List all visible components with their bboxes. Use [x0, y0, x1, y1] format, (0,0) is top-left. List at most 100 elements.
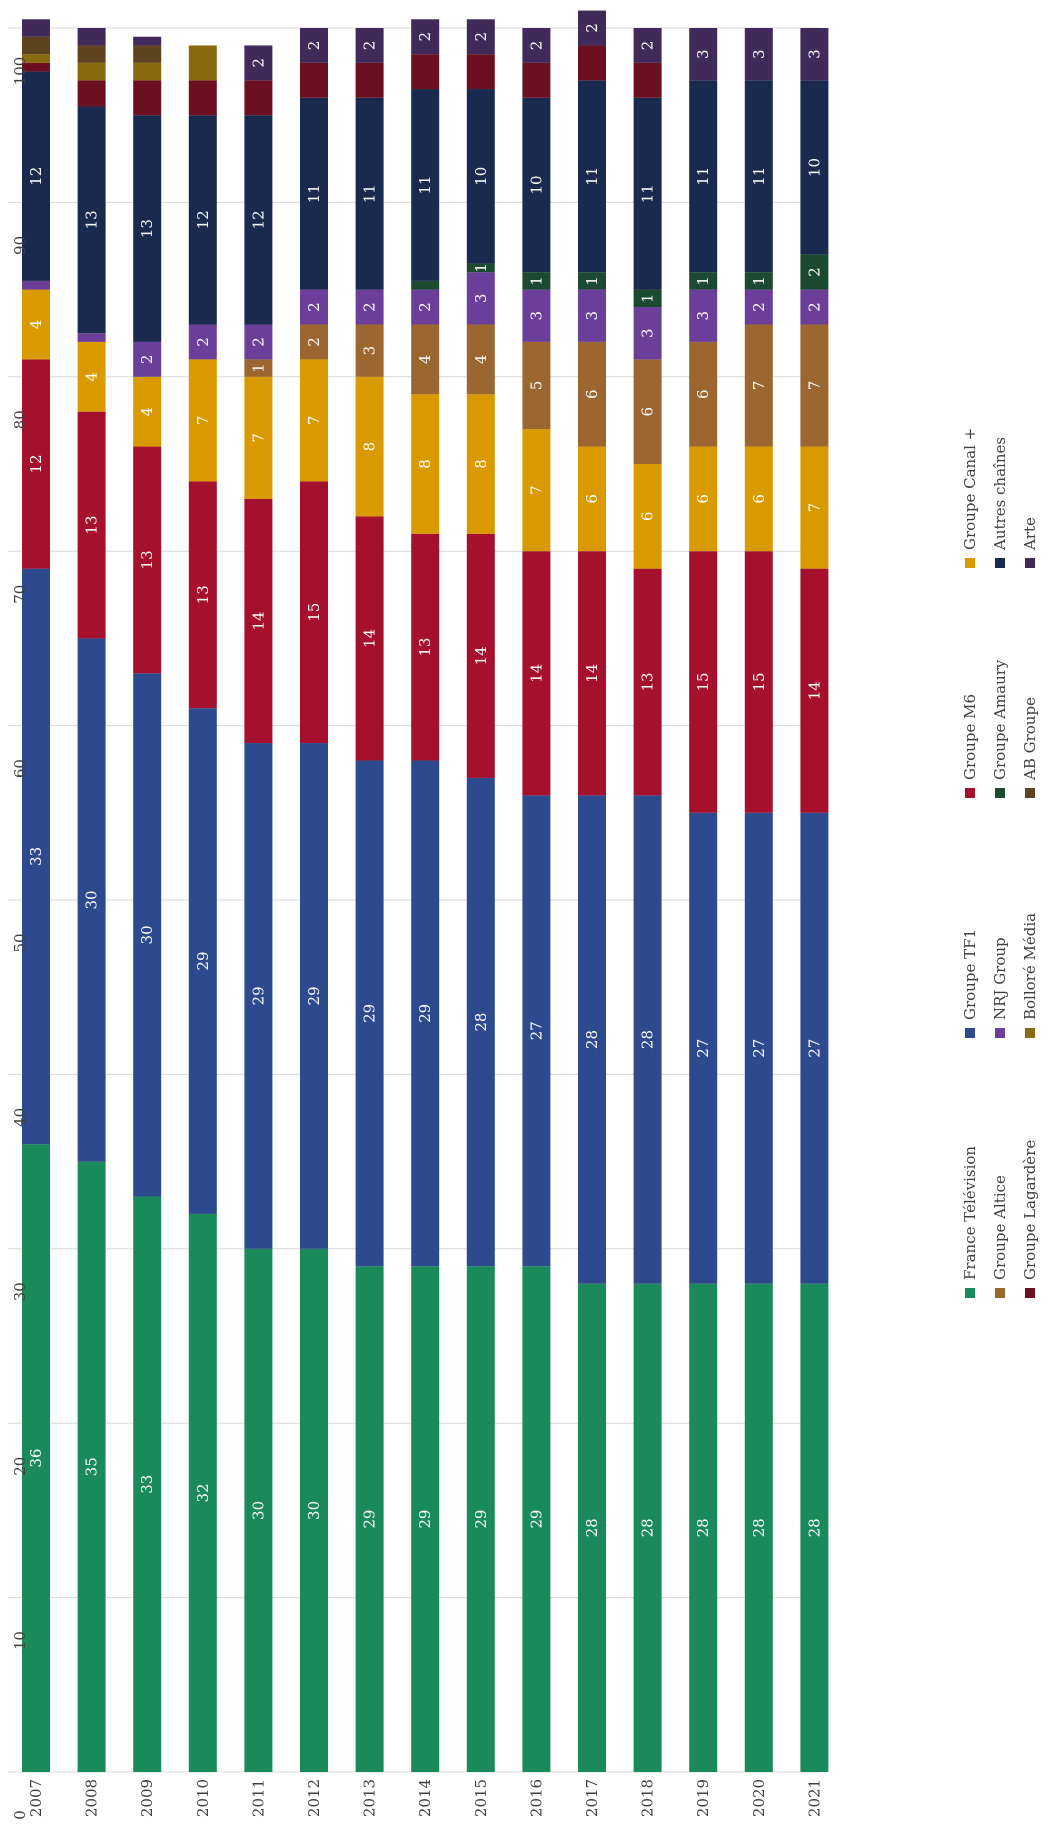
data-label: 11 [416, 175, 434, 194]
bar-segment [77, 62, 106, 81]
bar-segment [800, 28, 829, 81]
bar-segment [522, 289, 551, 342]
bar-segment [22, 280, 50, 290]
bar-segment [355, 28, 384, 63]
data-label: 27 [527, 1021, 545, 1040]
bar-segment [522, 62, 551, 98]
value-tick-label: 10 [11, 1631, 29, 1650]
value-tick-label: 70 [11, 585, 29, 604]
data-label: 15 [305, 603, 323, 622]
bar-segment [22, 568, 50, 1145]
bar-segment [578, 45, 606, 81]
data-label: 13 [416, 638, 434, 657]
data-label: 2 [138, 355, 156, 365]
bar-segment [300, 97, 328, 290]
data-label: 14 [472, 646, 490, 665]
bar-segment [633, 28, 662, 63]
value-tick-label: 100 [11, 57, 29, 86]
data-label: 14 [527, 664, 545, 683]
data-label: 1 [639, 294, 657, 304]
value-tick-label: 80 [11, 410, 29, 429]
bar-segment [522, 429, 551, 552]
bar-segment [411, 289, 440, 325]
data-label: 30 [249, 1501, 267, 1520]
bar-segment [355, 516, 384, 761]
bar-segment [133, 341, 162, 377]
bar-segment [133, 36, 162, 46]
category-label: 2016 [527, 1779, 545, 1817]
bar-segment [300, 289, 328, 325]
bar-segment [244, 1248, 273, 1772]
value-tick-label: 30 [11, 1282, 29, 1301]
value-axis: 0 10 20 30 40 50 60 70 80 90 100 [11, 57, 29, 1820]
bar-segment [578, 446, 606, 552]
bar-segment [578, 272, 606, 290]
value-tick-label: 90 [11, 236, 29, 255]
data-label: 3 [527, 311, 545, 321]
legend-label: AB Groupe [1021, 697, 1039, 781]
bar-segment [800, 568, 829, 813]
bar-segment [633, 359, 662, 464]
bar-segment [633, 62, 662, 98]
bar-segment [522, 795, 551, 1267]
data-label: 1 [472, 263, 490, 273]
bar-segment [411, 1266, 440, 1772]
bar-segment [133, 115, 162, 342]
bar-segment [578, 289, 606, 342]
bar-segment [77, 45, 106, 63]
category-label: 2013 [361, 1779, 379, 1817]
bar-segment [466, 777, 495, 1267]
bar-segment [22, 19, 50, 37]
data-label: 3 [750, 49, 768, 59]
bar-segment [244, 359, 273, 377]
bar-segment [355, 289, 384, 325]
bar-segment [800, 324, 829, 447]
data-label: 7 [750, 381, 768, 391]
data-label: 3 [472, 294, 490, 304]
bar-segment [300, 743, 328, 1249]
category-label: 2010 [194, 1779, 212, 1817]
data-label: 2 [639, 41, 657, 51]
data-label: 15 [694, 672, 712, 691]
data-label: 28 [694, 1518, 712, 1537]
bar-segment [244, 80, 273, 116]
bar-segment [133, 446, 162, 674]
bar-segment [411, 533, 440, 761]
data-label: 1 [694, 276, 712, 286]
data-label: 2 [750, 302, 768, 312]
bar-segment [188, 80, 217, 116]
data-label: 11 [639, 184, 657, 203]
bar-segment [578, 10, 606, 46]
bar-segment [689, 289, 718, 342]
bar-segment [355, 62, 384, 98]
bar-segment [689, 341, 718, 447]
bar-segment [633, 464, 662, 569]
data-label: 7 [194, 416, 212, 426]
data-label: 13 [83, 515, 101, 534]
bar-segment [689, 551, 718, 813]
bar-segment [244, 324, 273, 360]
bar-segment [355, 324, 384, 377]
bar-segment [77, 80, 106, 107]
data-label: 2 [194, 337, 212, 347]
data-label: 8 [472, 459, 490, 469]
data-label: 3 [694, 311, 712, 321]
bar-segment [522, 97, 551, 273]
category-label: 2021 [805, 1779, 823, 1817]
data-label: 11 [305, 184, 323, 203]
data-label: 6 [750, 494, 768, 504]
bar-segment [77, 638, 106, 1162]
data-label: 2 [805, 302, 823, 312]
value-tick-label: 0 [11, 1810, 29, 1820]
data-label: 30 [138, 925, 156, 944]
data-label: 4 [83, 372, 101, 382]
data-label: 29 [305, 986, 323, 1005]
bar-segment [22, 289, 50, 360]
data-label: 11 [694, 167, 712, 186]
legend-label: Groupe M6 [961, 694, 979, 780]
data-label: 28 [639, 1518, 657, 1537]
bar-segment [466, 324, 495, 395]
legend-swatch [1025, 1028, 1035, 1038]
legend-label: Groupe Amaury [991, 659, 1009, 780]
data-labels: 3633124123530134133330134213322913721230… [27, 23, 823, 1537]
